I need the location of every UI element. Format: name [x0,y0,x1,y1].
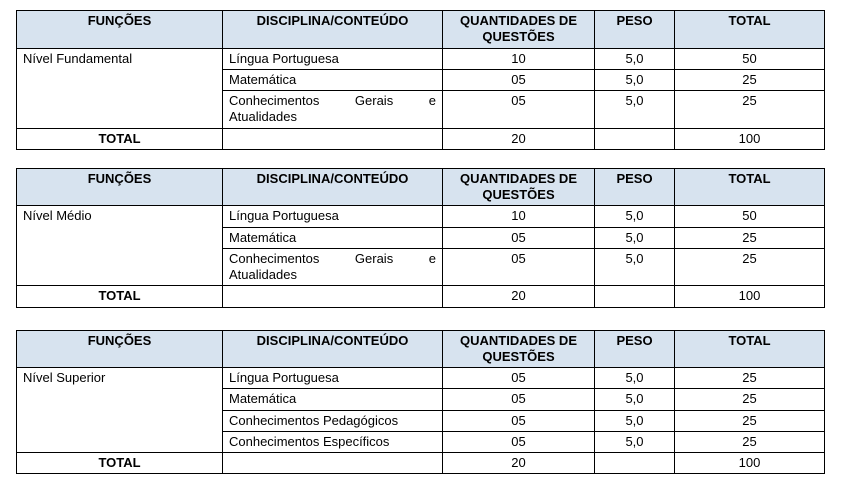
col-header-total: TOTAL [675,11,825,49]
cell-funcao [17,431,223,452]
cell-funcao [17,248,223,286]
cell-quantidade: 05 [443,368,595,389]
cell-disciplina: Língua Portuguesa [223,206,443,227]
cell-disciplina: Língua Portuguesa [223,48,443,69]
cell-quantidade: 05 [443,69,595,90]
cell-quantidade: 05 [443,389,595,410]
total-peso-empty [595,286,675,307]
cell-funcao: Nível Fundamental [17,48,223,69]
table-row: Conhecimentos Específicos055,025 [17,431,825,452]
cell-disciplina: Matemática [223,227,443,248]
cell-quantidade: 05 [443,91,595,129]
col-header-quant: QUANTIDADES DE QUESTÕES [443,168,595,206]
col-header-quant: QUANTIDADES DE QUESTÕES [443,11,595,49]
cell-total: 25 [675,431,825,452]
total-label: TOTAL [17,453,223,474]
total-t: 100 [675,286,825,307]
col-header-funcoes: FUNÇÕES [17,330,223,368]
cell-funcao [17,69,223,90]
col-header-disciplina: DISCIPLINA/CONTEÚDO [223,11,443,49]
table-row: Nível SuperiorLíngua Portuguesa055,025 [17,368,825,389]
total-q: 20 [443,128,595,149]
col-header-total: TOTAL [675,330,825,368]
cell-total: 25 [675,69,825,90]
table-row: Nível FundamentalLíngua Portuguesa105,05… [17,48,825,69]
exam-table: FUNÇÕESDISCIPLINA/CONTEÚDOQUANTIDADES DE… [16,10,825,150]
cell-total: 25 [675,368,825,389]
cell-total: 25 [675,227,825,248]
cell-funcao [17,410,223,431]
exam-table: FUNÇÕESDISCIPLINA/CONTEÚDOQUANTIDADES DE… [16,330,825,475]
cell-funcao: Nível Superior [17,368,223,389]
cell-quantidade: 05 [443,248,595,286]
table-row: Nível MédioLíngua Portuguesa105,050 [17,206,825,227]
total-t: 100 [675,453,825,474]
cell-disciplina: Matemática [223,69,443,90]
total-row: TOTAL 20 100 [17,453,825,474]
cell-disciplina: Conhecimentos Pedagógicos [223,410,443,431]
cell-quantidade: 10 [443,206,595,227]
total-peso-empty [595,128,675,149]
cell-quantidade: 05 [443,410,595,431]
cell-total: 50 [675,48,825,69]
total-t: 100 [675,128,825,149]
cell-disciplina: Matemática [223,389,443,410]
table-row: Conhecimentos Gerais eAtualidades055,025 [17,248,825,286]
cell-peso: 5,0 [595,206,675,227]
total-label: TOTAL [17,128,223,149]
total-empty [223,128,443,149]
table-row: Matemática055,025 [17,69,825,90]
col-header-peso: PESO [595,168,675,206]
col-header-peso: PESO [595,330,675,368]
cell-total: 25 [675,248,825,286]
cell-quantidade: 05 [443,227,595,248]
exam-table: FUNÇÕESDISCIPLINA/CONTEÚDOQUANTIDADES DE… [16,168,825,308]
cell-funcao: Nível Médio [17,206,223,227]
cell-total: 25 [675,410,825,431]
col-header-quant: QUANTIDADES DE QUESTÕES [443,330,595,368]
cell-peso: 5,0 [595,368,675,389]
cell-quantidade: 10 [443,48,595,69]
cell-peso: 5,0 [595,431,675,452]
cell-disciplina: Conhecimentos Gerais eAtualidades [223,248,443,286]
table-row: Matemática055,025 [17,389,825,410]
total-label: TOTAL [17,286,223,307]
cell-funcao [17,227,223,248]
total-row: TOTAL 20 100 [17,286,825,307]
cell-peso: 5,0 [595,227,675,248]
cell-peso: 5,0 [595,248,675,286]
cell-peso: 5,0 [595,69,675,90]
table-row: Conhecimentos Gerais eAtualidades055,025 [17,91,825,129]
cell-funcao [17,389,223,410]
table-row: Conhecimentos Pedagógicos055,025 [17,410,825,431]
table-row: Matemática055,025 [17,227,825,248]
total-row: TOTAL 20 100 [17,128,825,149]
cell-total: 25 [675,91,825,129]
cell-funcao [17,91,223,129]
cell-disciplina: Conhecimentos Gerais eAtualidades [223,91,443,129]
cell-peso: 5,0 [595,389,675,410]
col-header-disciplina: DISCIPLINA/CONTEÚDO [223,168,443,206]
col-header-disciplina: DISCIPLINA/CONTEÚDO [223,330,443,368]
col-header-funcoes: FUNÇÕES [17,168,223,206]
total-q: 20 [443,286,595,307]
cell-peso: 5,0 [595,410,675,431]
cell-peso: 5,0 [595,91,675,129]
total-peso-empty [595,453,675,474]
total-empty [223,286,443,307]
cell-disciplina: Conhecimentos Específicos [223,431,443,452]
cell-total: 50 [675,206,825,227]
cell-disciplina: Língua Portuguesa [223,368,443,389]
cell-peso: 5,0 [595,48,675,69]
col-header-funcoes: FUNÇÕES [17,11,223,49]
total-empty [223,453,443,474]
cell-total: 25 [675,389,825,410]
total-q: 20 [443,453,595,474]
col-header-total: TOTAL [675,168,825,206]
cell-quantidade: 05 [443,431,595,452]
col-header-peso: PESO [595,11,675,49]
